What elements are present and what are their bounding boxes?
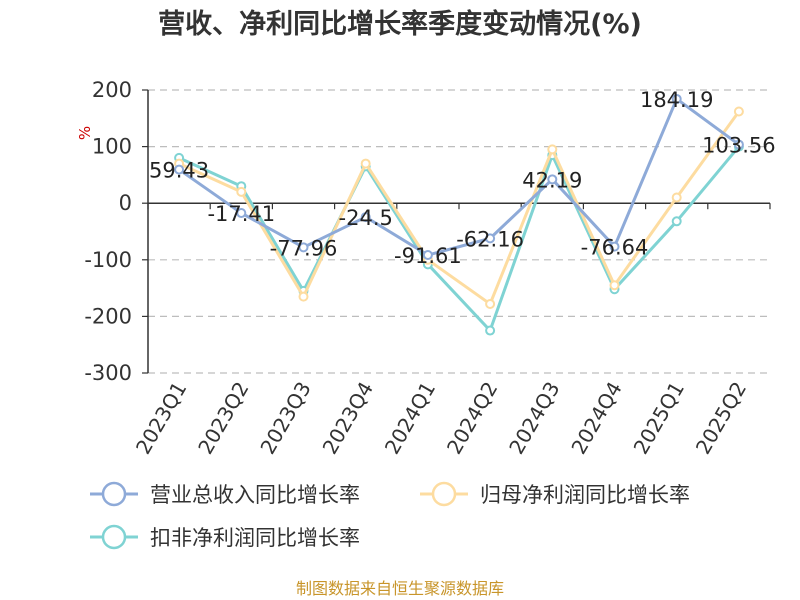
y-tick-label: 0 <box>119 191 132 215</box>
series-line-2 <box>178 145 741 333</box>
data-label: 59.43 <box>149 159 209 183</box>
legend-marker <box>101 481 127 507</box>
grid <box>148 89 770 374</box>
data-point-1 <box>609 280 620 291</box>
data-point-0 <box>360 212 371 223</box>
data-label: 103.56 <box>702 134 775 158</box>
data-point-1 <box>671 192 682 203</box>
y-tick-label: 100 <box>92 135 132 159</box>
data-label: 42.19 <box>522 168 582 192</box>
data-point-2 <box>485 325 496 336</box>
data-point-0 <box>609 241 620 252</box>
data-point-0 <box>236 208 247 219</box>
y-tick-label: -100 <box>84 248 132 272</box>
y-tick-label: -300 <box>84 361 132 385</box>
legend-item-1[interactable]: 归母净利润同比增长率 <box>420 481 690 507</box>
legend-item-0[interactable]: 营业总收入同比增长率 <box>90 481 360 507</box>
data-point-0 <box>671 93 682 104</box>
series-lines <box>174 93 744 336</box>
legend-label: 扣非净利润同比增长率 <box>150 526 360 550</box>
x-tick-label: 2024Q1 <box>380 378 440 459</box>
data-point-1 <box>733 106 744 117</box>
y-axis-unit: % <box>76 126 94 140</box>
x-tick-label: 2024Q2 <box>442 377 502 458</box>
x-tick-label: 2024Q4 <box>566 378 626 459</box>
data-point-0 <box>547 174 558 185</box>
data-label: -77.96 <box>270 236 338 260</box>
legend-label: 归母净利润同比增长率 <box>480 483 690 507</box>
data-labels: 59.43 -17.41 -77.96-24.5-91.61-62.16 42.19 -… <box>149 88 776 268</box>
data-label: -24.5 <box>339 206 393 230</box>
legend-marker <box>101 524 127 550</box>
legend-label: 营业总收入同比增长率 <box>150 483 360 507</box>
x-tick-label: 2024Q3 <box>504 378 564 459</box>
data-point-0 <box>298 242 309 253</box>
data-point-1 <box>236 186 247 197</box>
x-tick-label: 2023Q1 <box>131 378 191 459</box>
data-point-1 <box>547 144 558 155</box>
data-label: -91.61 <box>394 244 462 268</box>
data-point-0 <box>485 233 496 244</box>
source-note: 制图数据来自恒生聚源数据库 <box>296 579 504 598</box>
legend-item-2[interactable]: 扣非净利润同比增长率 <box>90 524 360 550</box>
data-point-0 <box>422 250 433 261</box>
x-tick-label: 2023Q3 <box>255 378 315 459</box>
x-tick-label: 2023Q2 <box>193 378 253 459</box>
data-point-1 <box>485 298 496 309</box>
data-point-1 <box>298 291 309 302</box>
data-label: -62.16 <box>456 227 524 251</box>
x-tick-label: 2025Q1 <box>629 378 689 459</box>
series-line-1 <box>178 110 741 306</box>
data-label: -76.64 <box>581 236 649 260</box>
y-tick-label: 200 <box>92 78 132 102</box>
legend-marker <box>431 481 457 507</box>
y-tick-label: -200 <box>84 304 132 328</box>
data-label: 184.19 <box>640 88 713 112</box>
data-point-0 <box>733 139 744 150</box>
x-tick-label: 2025Q2 <box>691 378 751 459</box>
chart-title: 营收、净利同比增长率季度变动情况(%) <box>158 8 642 40</box>
data-point-0 <box>174 164 185 175</box>
x-tick-label: 2023Q4 <box>318 378 378 459</box>
series-line-0 <box>178 97 740 257</box>
data-point-1 <box>360 158 371 169</box>
data-point-2 <box>671 216 682 227</box>
data-label: -17.41 <box>207 202 275 226</box>
